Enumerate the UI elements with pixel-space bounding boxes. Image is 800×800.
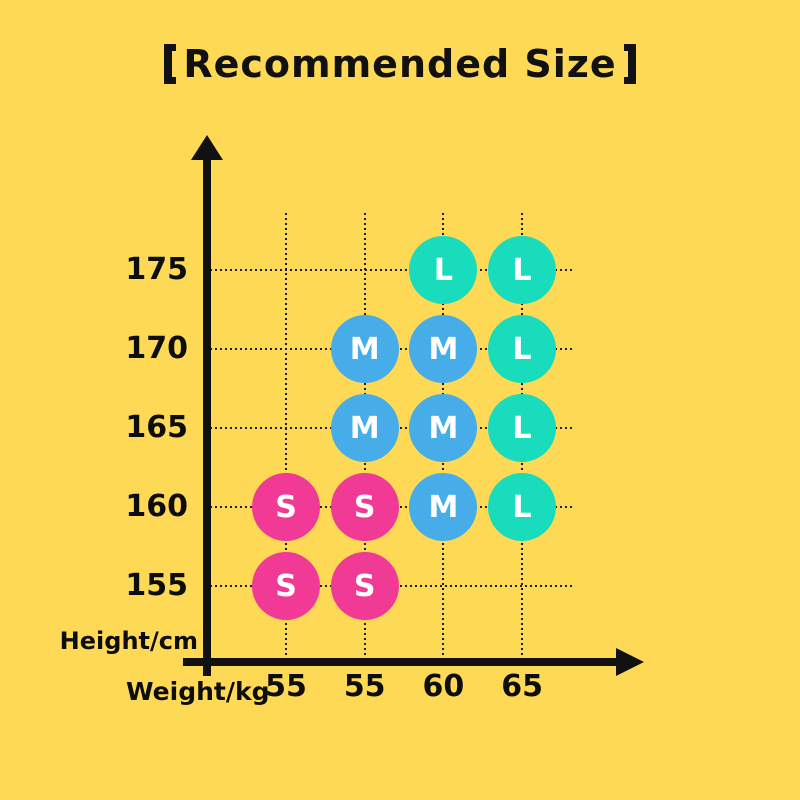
size-marker-M: M [330, 394, 399, 462]
size-marker-L: L [488, 236, 557, 304]
y-axis-label: Height/cm [59, 627, 198, 655]
size-marker-L: L [488, 394, 557, 462]
y-axis [203, 150, 211, 676]
size-marker-S: S [330, 552, 399, 620]
size-marker-L: L [488, 473, 557, 541]
size-marker-S: S [330, 473, 399, 541]
y-axis-arrowhead-icon [191, 135, 223, 160]
x-tick-label: 55 [265, 669, 307, 704]
x-tick-label: 55 [343, 669, 386, 704]
grid-line-horizontal [210, 269, 574, 271]
y-tick-label: 165 [125, 410, 188, 445]
x-axis-label: Weight/kg [126, 677, 270, 706]
size-marker-S: S [252, 473, 320, 541]
y-tick-label: 175 [125, 252, 188, 287]
chart-title: Recommended Size [0, 38, 800, 90]
size-marker-M: M [409, 473, 478, 541]
title-left-bracket-icon [164, 44, 177, 84]
chart-title-text: Recommended Size [183, 42, 617, 86]
size-marker-M: M [330, 315, 399, 383]
x-axis [183, 658, 618, 666]
x-tick-label: 65 [501, 669, 543, 704]
size-marker-L: L [409, 236, 478, 304]
size-marker-M: M [409, 394, 478, 462]
grid-line-vertical [285, 213, 287, 658]
size-marker-S: S [252, 552, 320, 620]
x-axis-arrowhead-icon [616, 648, 644, 676]
y-tick-label: 155 [125, 568, 188, 603]
y-tick-label: 170 [125, 331, 188, 366]
size-marker-M: M [409, 315, 478, 383]
x-tick-label: 60 [422, 669, 465, 704]
title-right-bracket-icon [623, 44, 636, 84]
y-tick-label: 160 [125, 489, 188, 524]
size-marker-L: L [488, 315, 557, 383]
